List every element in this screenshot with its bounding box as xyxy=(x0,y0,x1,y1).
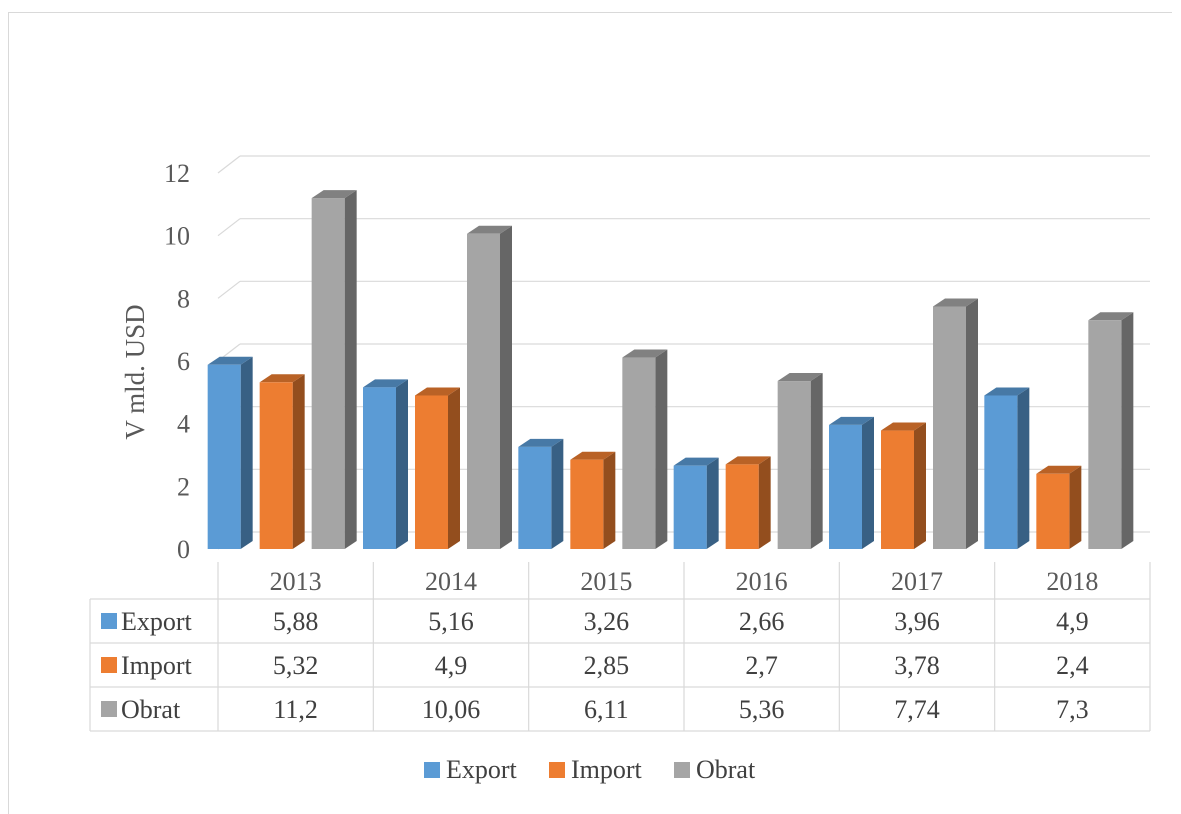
bar-export-2014 xyxy=(363,379,408,549)
gridline-diag xyxy=(217,155,241,174)
y-axis: 0 2 4 6 8 10 12 V mld. USD xyxy=(120,159,190,564)
bar-obrat-2014 xyxy=(467,225,512,549)
y-axis-title: V mld. USD xyxy=(120,304,150,439)
table-cell: 4,9 xyxy=(435,651,468,680)
x-category-label: 2016 xyxy=(736,567,788,596)
table-cell: 5,16 xyxy=(428,607,474,636)
chart-frame xyxy=(8,12,1172,814)
y-tick-label: 12 xyxy=(164,159,190,188)
table-cell: 3,26 xyxy=(584,607,630,636)
table-series-name: Import xyxy=(121,651,193,680)
table-legend-key xyxy=(101,701,117,717)
legend: Export Import Obrat xyxy=(424,755,756,784)
x-category-label: 2018 xyxy=(1046,567,1098,596)
bar-import-2016 xyxy=(725,456,771,549)
bar-obrat-2015 xyxy=(622,349,668,549)
bar-obrat-2013 xyxy=(311,190,357,550)
table-cell: 5,36 xyxy=(739,695,785,724)
bar-obrat-2018 xyxy=(1088,312,1134,549)
y-tick-label: 2 xyxy=(177,472,190,501)
bar-obrat-2017 xyxy=(933,298,978,549)
bar-export-2016 xyxy=(673,457,719,549)
table-cell: 5,32 xyxy=(273,651,319,680)
table-cell: 2,66 xyxy=(739,607,785,636)
gridline-diag xyxy=(217,280,241,299)
bar-import-2015 xyxy=(570,451,616,549)
bar-import-2013 xyxy=(259,374,305,549)
bar-import-2017 xyxy=(881,422,926,549)
table-cell: 3,78 xyxy=(894,651,940,680)
legend-key xyxy=(549,762,565,778)
y-tick-label: 10 xyxy=(164,222,190,251)
x-category-label: 2017 xyxy=(891,567,943,596)
table-cell: 2,85 xyxy=(584,651,630,680)
x-category-label: 2013 xyxy=(270,567,322,596)
table-cell: 4,9 xyxy=(1056,607,1089,636)
bar-obrat-2016 xyxy=(777,373,823,549)
x-category-label: 2015 xyxy=(580,567,632,596)
x-category-label: 2014 xyxy=(425,567,477,596)
table-legend-key xyxy=(101,613,117,629)
y-tick-label: 4 xyxy=(177,410,190,439)
bar-import-2018 xyxy=(1036,465,1082,549)
bar-export-2013 xyxy=(207,356,253,549)
table-series-name: Export xyxy=(121,607,193,636)
table-series-name: Obrat xyxy=(121,695,181,724)
table-cell: 2,4 xyxy=(1056,651,1089,680)
y-tick-label: 6 xyxy=(177,347,190,376)
bar-export-2015 xyxy=(518,438,564,549)
legend-key xyxy=(424,762,440,778)
y-tick-label: 0 xyxy=(177,535,190,564)
legend-label: Import xyxy=(571,755,643,784)
table-cell: 7,3 xyxy=(1056,695,1089,724)
table-cell: 6,11 xyxy=(584,695,629,724)
legend-label: Export xyxy=(446,755,518,784)
legend-key xyxy=(674,762,690,778)
data-table: 2013 2014 2015 2016 2017 2018 Export 5,88 5,16 3,… xyxy=(89,562,1151,732)
table-legend-key xyxy=(101,657,117,673)
bars xyxy=(207,190,1134,550)
table-cell: 3,96 xyxy=(894,607,940,636)
table-cell: 5,88 xyxy=(273,607,319,636)
y-tick-label: 8 xyxy=(177,284,190,313)
bar-import-2014 xyxy=(415,387,460,549)
bar-export-2017 xyxy=(829,416,874,549)
gridline-diag xyxy=(217,218,241,237)
table-cell: 2,7 xyxy=(745,651,778,680)
legend-label: Obrat xyxy=(696,755,756,784)
table-cell: 10,06 xyxy=(422,695,481,724)
bar-export-2018 xyxy=(984,387,1030,549)
table-cell: 11,2 xyxy=(273,695,318,724)
table-cell: 7,74 xyxy=(894,695,940,724)
